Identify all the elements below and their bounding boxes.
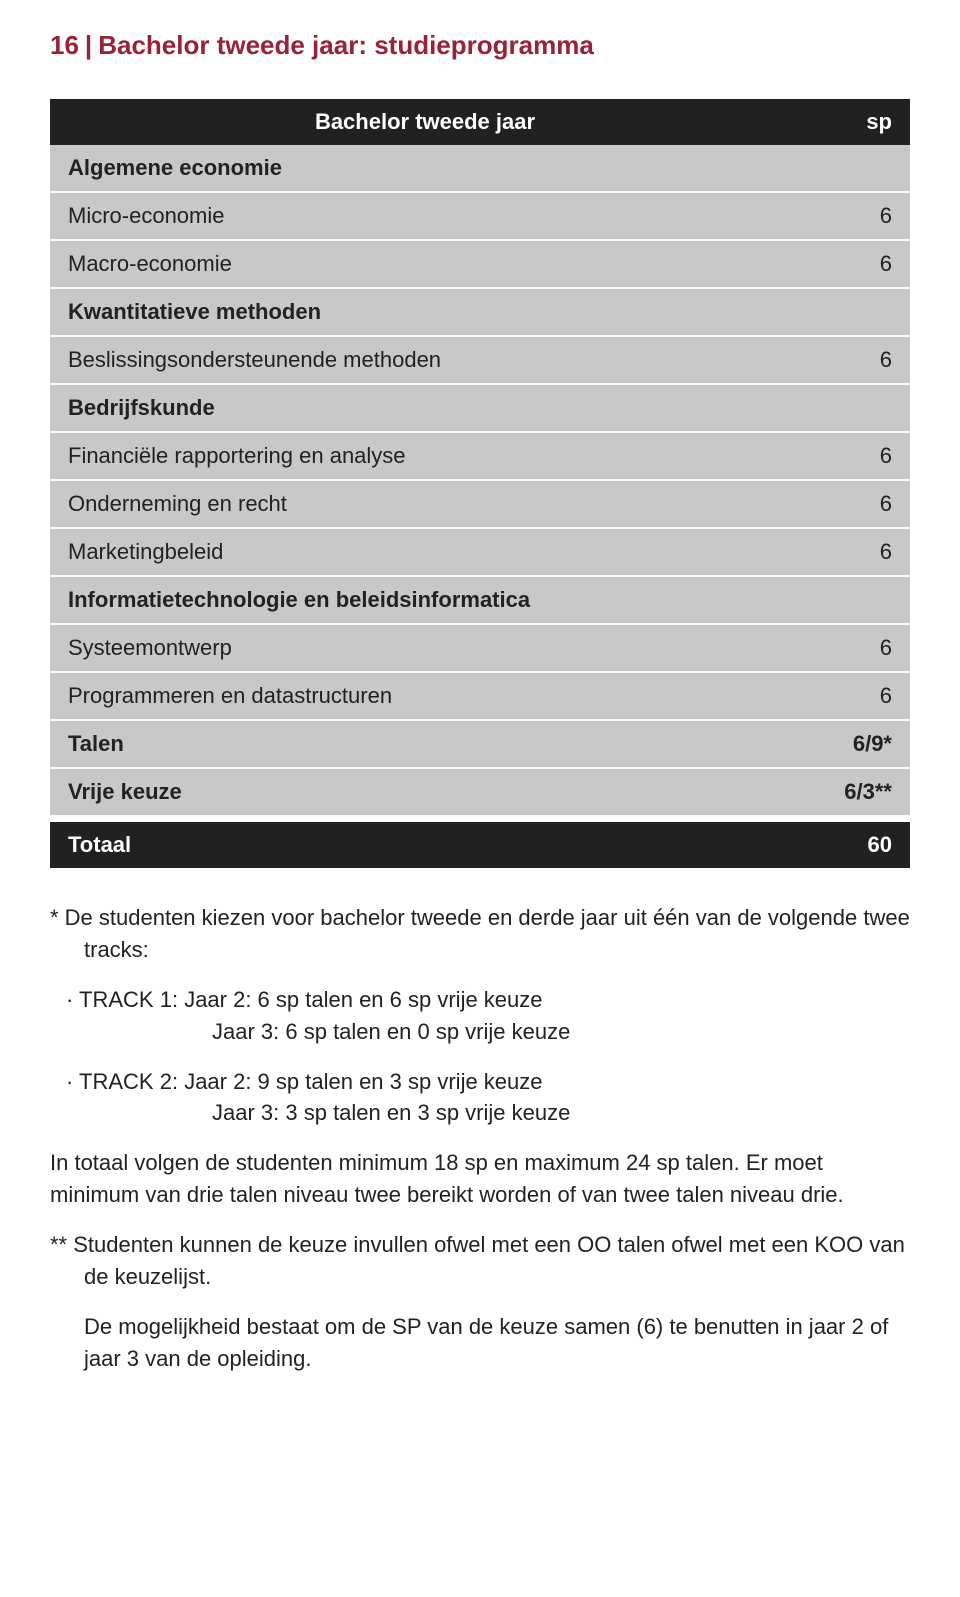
- notes-block: * De studenten kiezen voor bachelor twee…: [50, 902, 910, 1375]
- row-label: Bedrijfskunde: [50, 384, 800, 432]
- table-row: Systeemontwerp6: [50, 624, 910, 672]
- row-value: 6/3**: [800, 768, 910, 816]
- row-label: Algemene economie: [50, 145, 800, 192]
- row-value: [800, 288, 910, 336]
- table-row: Marketingbeleid6: [50, 528, 910, 576]
- table-total-row: Totaal 60: [50, 822, 910, 868]
- track-2: · TRACK 2: Jaar 2: 9 sp talen en 3 sp vr…: [50, 1066, 910, 1130]
- row-value: 6/9*: [800, 720, 910, 768]
- table-row: Macro-economie6: [50, 240, 910, 288]
- row-value: [800, 384, 910, 432]
- row-value: 6: [800, 240, 910, 288]
- row-label: Micro-economie: [50, 192, 800, 240]
- track2-line2: Jaar 3: 3 sp talen en 3 sp vrije keuze: [84, 1097, 910, 1129]
- row-label: Vrije keuze: [50, 768, 800, 816]
- track-1: · TRACK 1: Jaar 2: 6 sp talen en 6 sp vr…: [50, 984, 910, 1048]
- table-header-row: Bachelor tweede jaar sp: [50, 99, 910, 145]
- table-row: Programmeren en datastructuren6: [50, 672, 910, 720]
- table-row: Financiële rapportering en analyse6: [50, 432, 910, 480]
- total-label: Totaal: [50, 822, 800, 868]
- track1-line1: Jaar 2: 6 sp talen en 6 sp vrije keuze: [184, 987, 542, 1012]
- page-number: 16: [50, 30, 79, 60]
- note-total-paragraph: In totaal volgen de studenten minimum 18…: [50, 1147, 910, 1211]
- row-label: Macro-economie: [50, 240, 800, 288]
- track1-head: · TRACK 1:: [66, 987, 178, 1012]
- table-header-val: sp: [800, 99, 910, 145]
- table-section-row: Kwantitatieve methoden: [50, 288, 910, 336]
- total-val: 60: [800, 822, 910, 868]
- program-table: Bachelor tweede jaar sp Algemene economi…: [50, 99, 910, 868]
- row-value: [800, 576, 910, 624]
- note-doublestar: ** Studenten kunnen de keuze invullen of…: [50, 1229, 910, 1293]
- table-section-row: Bedrijfskunde: [50, 384, 910, 432]
- table-row: Micro-economie6: [50, 192, 910, 240]
- note-last: De mogelijkheid bestaat om de SP van de …: [50, 1311, 910, 1375]
- track1-line2: Jaar 3: 6 sp talen en 0 sp vrije keuze: [84, 1016, 910, 1048]
- track2-head: · TRACK 2:: [66, 1069, 178, 1094]
- table-section-row: Vrije keuze6/3**: [50, 768, 910, 816]
- page-title: 16|Bachelor tweede jaar: studieprogramma: [50, 30, 910, 61]
- row-value: [800, 145, 910, 192]
- table-section-row: Informatietechnologie en beleidsinformat…: [50, 576, 910, 624]
- row-value: 6: [800, 480, 910, 528]
- pipe-separator: |: [85, 30, 92, 60]
- table-row: Onderneming en recht6: [50, 480, 910, 528]
- table-section-row: Algemene economie: [50, 145, 910, 192]
- note-intro: * De studenten kiezen voor bachelor twee…: [50, 902, 910, 966]
- track2-line1: Jaar 2: 9 sp talen en 3 sp vrije keuze: [184, 1069, 542, 1094]
- row-label: Talen: [50, 720, 800, 768]
- table-section-row: Talen6/9*: [50, 720, 910, 768]
- row-value: 6: [800, 528, 910, 576]
- row-label: Kwantitatieve methoden: [50, 288, 800, 336]
- row-label: Financiële rapportering en analyse: [50, 432, 800, 480]
- row-label: Beslissingsondersteunende methoden: [50, 336, 800, 384]
- row-value: 6: [800, 432, 910, 480]
- row-value: 6: [800, 336, 910, 384]
- page-heading-text: Bachelor tweede jaar: studieprogramma: [98, 30, 594, 60]
- row-label: Systeemontwerp: [50, 624, 800, 672]
- row-label: Informatietechnologie en beleidsinformat…: [50, 576, 800, 624]
- table-row: Beslissingsondersteunende methoden6: [50, 336, 910, 384]
- row-label: Programmeren en datastructuren: [50, 672, 800, 720]
- row-label: Marketingbeleid: [50, 528, 800, 576]
- row-value: 6: [800, 192, 910, 240]
- row-label: Onderneming en recht: [50, 480, 800, 528]
- row-value: 6: [800, 624, 910, 672]
- table-header-label: Bachelor tweede jaar: [50, 99, 800, 145]
- row-value: 6: [800, 672, 910, 720]
